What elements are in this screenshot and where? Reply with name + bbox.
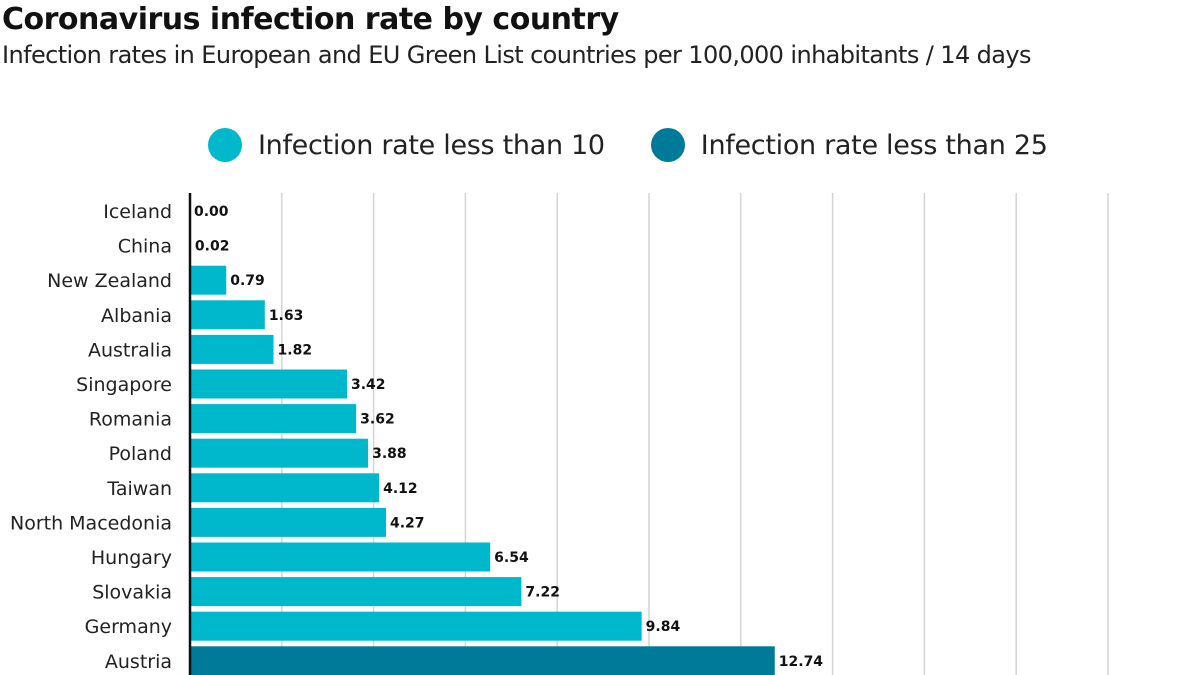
chart-title: Coronavirus infection rate by country: [2, 2, 619, 37]
bar-north-macedonia: [190, 507, 386, 537]
category-label: Australia: [88, 339, 172, 361]
bar-singapore: [190, 369, 347, 399]
legend-label-less-than-10: Infection rate less than 10: [258, 129, 605, 161]
chart-subtitle: Infection rates in European and EU Green…: [2, 41, 1031, 69]
category-label: Iceland: [103, 201, 172, 223]
legend-label-less-than-25: Infection rate less than 25: [700, 129, 1048, 161]
bar-poland: [190, 438, 369, 468]
bar-hungary: [190, 542, 491, 572]
legend-swatch-less-than-10: [208, 128, 242, 162]
category-label: North Macedonia: [10, 512, 172, 534]
value-label: 1.82: [278, 342, 313, 358]
value-label: 0.00: [194, 204, 229, 220]
bar-albania: [190, 300, 265, 330]
value-label: 3.42: [351, 377, 386, 393]
value-label: 12.74: [779, 654, 824, 670]
value-label: 0.79: [230, 273, 265, 289]
category-label: Albania: [101, 305, 172, 327]
legend-item-less-than-10: Infection rate less than 10: [208, 128, 605, 162]
bar-taiwan: [190, 473, 380, 503]
value-label: 6.54: [494, 550, 529, 566]
category-label: Singapore: [76, 374, 172, 396]
value-label: 1.63: [269, 308, 304, 324]
category-label: Romania: [89, 409, 172, 431]
category-label: Taiwan: [106, 478, 172, 500]
legend-item-less-than-25: Infection rate less than 25: [650, 128, 1048, 162]
bar-germany: [190, 611, 642, 641]
value-label: 3.62: [360, 412, 395, 428]
category-label: China: [118, 236, 172, 258]
chart-legend: Infection rate less than 10 Infection ra…: [208, 128, 1094, 162]
value-label: 3.88: [372, 446, 407, 462]
category-label: Poland: [109, 443, 172, 465]
legend-swatch-less-than-25: [650, 128, 685, 162]
category-label: Austria: [105, 651, 172, 673]
bar-romania: [190, 404, 357, 434]
value-label: 7.22: [525, 585, 560, 601]
category-label: New Zealand: [47, 270, 172, 292]
value-label: 9.84: [646, 619, 681, 635]
category-label: Germany: [85, 616, 172, 638]
category-label: Hungary: [91, 547, 172, 569]
value-label: 4.12: [383, 481, 418, 497]
bar-slovakia: [190, 577, 522, 607]
bar-new-zealand: [190, 265, 227, 295]
value-label: 4.27: [390, 515, 425, 531]
value-label: 0.02: [195, 239, 230, 255]
category-label: Slovakia: [92, 582, 172, 604]
bar-austria: [190, 646, 775, 675]
bar-australia: [190, 334, 274, 364]
